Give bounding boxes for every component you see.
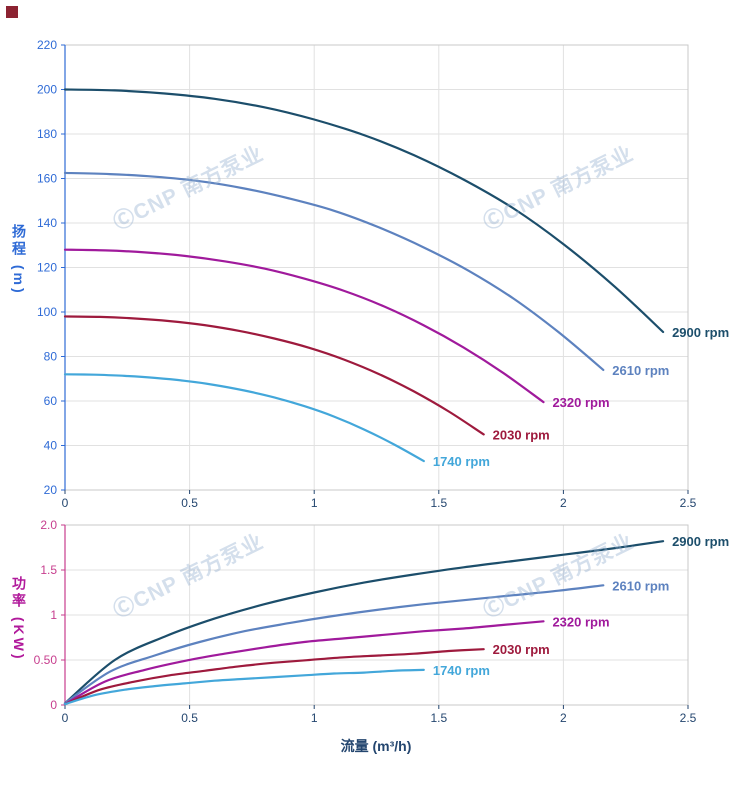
curve-2610-rpm [63,171,605,371]
x-tick-label: 0 [62,711,69,725]
y-tick-label: 120 [37,261,57,275]
series-label-2320-rpm: 2320 rpm [552,614,609,629]
y-tick-label: 20 [44,483,58,497]
y-tick-label: 60 [44,394,58,408]
series-label-2900-rpm: 2900 rpm [672,534,729,549]
power-axis-title: 功率 (KW) [11,576,27,662]
series-label-2320-rpm: 2320 rpm [552,395,609,410]
head-flow-chart: 20 40 60 80 100 120 140 160 180 200 220 0 0.5 1 1.5 2 2.… [37,38,729,510]
x-tick-label: 0 [62,496,69,510]
y-tick-label: 80 [44,350,58,364]
x-tick-label: 2 [560,711,567,725]
series-label-1740-rpm: 1740 rpm [433,663,490,678]
series-label-2030-rpm: 2030 rpm [493,642,550,657]
x-tick-label: 1 [311,711,318,725]
x-tick-label: 0.5 [181,711,198,725]
x-tick-label: 2 [560,496,567,510]
x-tick-label: 0.5 [181,496,198,510]
curve-2900-rpm [63,540,665,705]
x-tick-label: 1.5 [430,711,447,725]
series-label-2610-rpm: 2610 rpm [612,363,669,378]
curve-2610-rpm [63,584,605,705]
x-tick-label: 1.5 [430,496,447,510]
y-tick-label: 0.50 [34,653,58,667]
curve-2030-rpm [63,648,485,706]
x-tick-label: 2.5 [680,496,697,510]
curve-2320-rpm [63,620,545,706]
y-tick-label: 100 [37,305,57,319]
x-tick-label: 1 [311,496,318,510]
series-label-2900-rpm: 2900 rpm [672,325,729,340]
y-tick-label: 1 [50,608,57,622]
y-tick-label: 2.0 [40,518,57,532]
power-flow-chart: 0 0.50 1 1.5 2.0 0 0.5 1 1.5 2 2.5 2900 rpm 2610 rpm… [34,518,730,725]
curve-2900-rpm [63,88,665,334]
y-tick-label: 200 [37,83,57,97]
corner-logo-mark [6,6,18,18]
curve-2030-rpm [63,315,485,436]
y-tick-label: 40 [44,439,58,453]
y-tick-label: 1.5 [40,563,57,577]
curve-1740-rpm [63,668,425,706]
y-tick-label: 180 [37,127,57,141]
head-axis-title: 扬程 (m) [11,224,27,296]
y-tick-label: 140 [37,216,57,230]
y-tick-label: 0 [50,698,57,712]
x-tick-label: 2.5 [680,711,697,725]
series-label-2610-rpm: 2610 rpm [612,578,669,593]
curve-1740-rpm [63,373,425,463]
y-tick-label: 220 [37,38,57,52]
y-tick-label: 160 [37,172,57,186]
flow-axis-title: 流量 (m³/h) [340,738,412,754]
series-label-2030-rpm: 2030 rpm [493,427,550,442]
curve-2320-rpm [63,248,545,404]
series-label-1740-rpm: 1740 rpm [433,454,490,469]
